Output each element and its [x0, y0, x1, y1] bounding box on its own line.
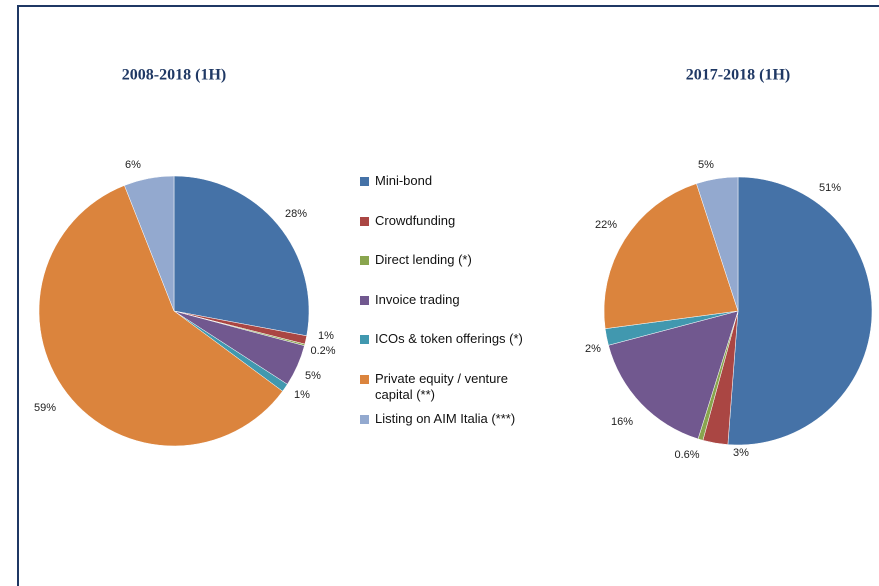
- legend-label: Listing on AIM Italia (***): [375, 410, 516, 426]
- data-label: 0.6%: [674, 449, 699, 461]
- legend-swatch: [360, 374, 369, 384]
- legend-label: ICOs & token offerings (*): [375, 331, 523, 346]
- data-label: 28%: [285, 208, 307, 220]
- legend-label: Mini-bond: [375, 173, 433, 188]
- data-label: 6%: [125, 159, 141, 171]
- legend-swatch: [360, 216, 369, 226]
- legend-item: Listing on AIM Italia (***): [360, 411, 560, 451]
- legend: Mini-bond Crowdfunding Direct lending (*) I…: [360, 173, 560, 450]
- legend-swatch: [360, 335, 369, 344]
- pie-slice: [38, 185, 283, 447]
- chart-title: 2017-2018 (1H): [686, 67, 790, 84]
- legend-item: Invoice trading: [360, 292, 560, 332]
- data-label: 22%: [595, 219, 617, 231]
- data-label: 16%: [611, 416, 633, 428]
- legend-swatch: [360, 256, 369, 265]
- data-label: 2%: [585, 343, 601, 355]
- data-label: 5%: [698, 159, 714, 171]
- data-label: 51%: [819, 182, 841, 194]
- data-label: 1%: [318, 330, 334, 342]
- pie-slice: [124, 175, 175, 312]
- legend-item: Crowdfunding: [360, 213, 560, 253]
- legend-label: Invoice trading: [375, 291, 460, 307]
- legend-item: Direct lending (*): [360, 252, 560, 292]
- legend-swatch: [360, 295, 369, 305]
- legend-label: Crowdfunding: [375, 212, 456, 228]
- pie-slice: [603, 183, 739, 329]
- chart-title: 2008-2018 (1H): [122, 67, 226, 84]
- data-label: 3%: [733, 447, 749, 459]
- legend-label: Direct lending (*): [375, 252, 472, 267]
- data-label: 0.2%: [310, 345, 335, 357]
- data-label: 1%: [294, 389, 310, 401]
- data-label: 59%: [34, 402, 56, 414]
- legend-swatch: [360, 414, 369, 424]
- legend-label: Private equity / venture capital (**): [375, 370, 508, 402]
- legend-item: Mini-bond: [360, 173, 560, 213]
- pie-slice: [696, 176, 739, 312]
- pie-slice: [727, 176, 873, 446]
- pie-slice: [608, 310, 739, 440]
- frame: [17, 5, 879, 586]
- legend-swatch: [360, 177, 369, 186]
- data-label: 5%: [305, 370, 321, 382]
- pie-slice: [173, 175, 310, 337]
- legend-item: Private equity / venture capital (**): [360, 371, 560, 411]
- legend-item: ICOs & token offerings (*): [360, 331, 560, 371]
